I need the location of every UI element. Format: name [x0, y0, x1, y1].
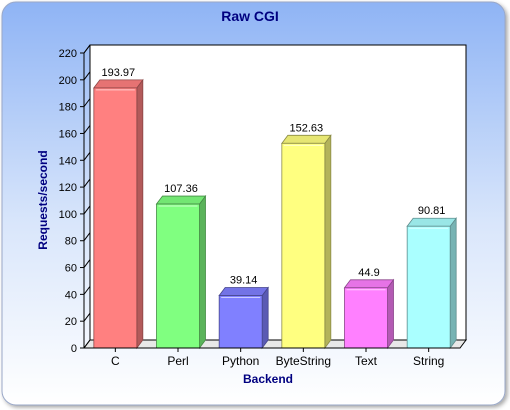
y-tick-depth-mark	[83, 178, 91, 188]
y-tick-depth-mark	[83, 205, 91, 215]
bar-top	[155, 195, 207, 205]
bar-value-label: 152.63	[290, 122, 324, 134]
x-tick-label: Perl	[167, 354, 188, 368]
y-tick-label: 20	[65, 316, 77, 328]
y-tick-depth-mark	[83, 259, 91, 268]
y-tick-depth-mark	[83, 151, 91, 161]
bar-group: 152.63	[281, 122, 332, 350]
y-tick-label: 200	[59, 75, 77, 87]
bar-group: 39.14	[218, 275, 269, 350]
x-axis: C Perl Python ByteString Text String	[84, 347, 460, 368]
bar-side	[324, 134, 332, 350]
bar-top	[343, 279, 395, 289]
y-tick-depth-mark	[83, 232, 91, 242]
bar	[281, 142, 326, 349]
bar-value-label: 107.36	[164, 183, 198, 195]
x-tick-label: ByteString	[276, 354, 331, 368]
x-tick-label: String	[413, 354, 444, 368]
y-tick-label: 160	[59, 128, 77, 140]
x-tick-label: Text	[355, 354, 378, 368]
bar-value-label: 44.9	[358, 267, 379, 279]
y-tick-label: 100	[59, 209, 77, 221]
bar-side	[199, 194, 206, 350]
y-tick-label: 220	[59, 48, 77, 60]
bar	[218, 295, 263, 349]
y-tick-label: 120	[59, 182, 77, 194]
y-tick-depth-mark	[83, 286, 91, 295]
bar	[156, 203, 200, 349]
bar	[406, 225, 451, 349]
y-tick-label: 0	[71, 343, 77, 355]
bars: 193.97 107.36 39.14 152.63 44.9 90.81	[93, 67, 457, 350]
y-tick-depth-mark	[83, 339, 91, 349]
bar-value-label: 39.14	[230, 275, 258, 287]
bar-value-label: 90.81	[418, 205, 446, 217]
y-tick-label: 60	[65, 263, 77, 275]
bar-value-label: 193.97	[102, 67, 136, 79]
y-axis: 0 20 40 60 80 100 120 140 160 180 200 220	[59, 44, 91, 355]
y-tick-depth-mark	[83, 125, 91, 134]
bar-side	[449, 217, 457, 350]
bar-top	[281, 134, 332, 144]
y-tick-label: 80	[65, 236, 77, 248]
x-tick-label: C	[111, 354, 120, 368]
y-tick-depth-mark	[83, 312, 91, 322]
bar-group: 107.36	[155, 183, 207, 350]
bar-top	[93, 79, 144, 89]
y-tick-depth-mark	[83, 98, 91, 107]
bar	[344, 287, 388, 349]
bar-group: 44.9	[343, 267, 395, 350]
bar	[93, 87, 138, 349]
y-axis-label: Requests/second	[36, 150, 50, 249]
y-tick-label: 140	[59, 155, 77, 167]
chart-title: Raw CGI	[221, 8, 279, 24]
y-tick-label: 180	[59, 102, 77, 114]
y-tick-label: 40	[65, 289, 77, 301]
bar-top	[406, 217, 457, 227]
bar-side	[261, 286, 269, 350]
bar-side	[387, 278, 394, 350]
x-axis-label: Backend	[243, 372, 293, 386]
x-tick-label: Python	[222, 354, 259, 368]
bar-group: 90.81	[406, 205, 457, 350]
bar-side	[136, 78, 144, 350]
bar-group: 193.97	[93, 67, 144, 350]
y-tick-depth-mark	[83, 71, 91, 81]
bar-top	[218, 287, 269, 296]
y-tick-depth-mark	[83, 44, 91, 54]
